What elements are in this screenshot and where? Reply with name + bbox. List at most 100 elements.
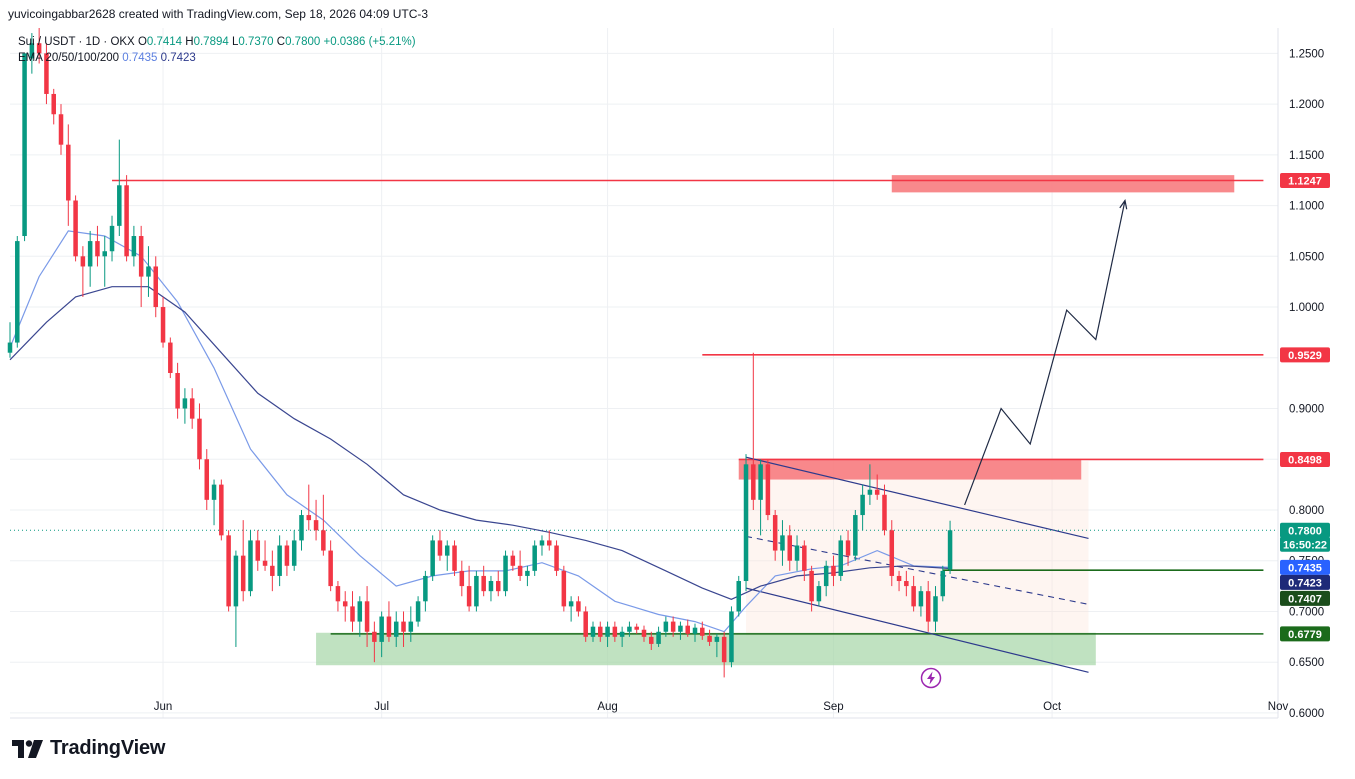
close-label: C bbox=[276, 36, 286, 48]
candle-body bbox=[474, 575, 479, 607]
price-label-bg bbox=[1280, 559, 1330, 575]
candle-body bbox=[721, 636, 727, 663]
candle-body bbox=[831, 565, 836, 576]
candle-body bbox=[255, 540, 261, 561]
high-label: H bbox=[185, 36, 194, 48]
candle-body bbox=[685, 625, 690, 634]
candle-body bbox=[816, 586, 822, 602]
y-tick-label: 1.2500 bbox=[1289, 48, 1324, 60]
candle-body bbox=[328, 550, 333, 587]
candle-body bbox=[853, 515, 858, 556]
ohlc-row: Sui / USDT · 1D · OKX O0.7414 H0.7894 L0… bbox=[18, 34, 416, 50]
candle-body bbox=[262, 560, 268, 566]
candle-body bbox=[335, 586, 341, 602]
low-value: 0.7370 bbox=[238, 36, 274, 48]
y-tick-label: 0.9000 bbox=[1289, 404, 1324, 416]
candle-body bbox=[743, 464, 749, 582]
candle-body bbox=[678, 625, 683, 632]
candle-body bbox=[342, 601, 348, 607]
candle-body bbox=[904, 581, 909, 587]
candle-body bbox=[372, 631, 377, 642]
candle-body bbox=[219, 484, 224, 536]
candle-body bbox=[656, 631, 661, 644]
symbol-label[interactable]: Sui / USDT · 1D · OKX bbox=[18, 36, 135, 48]
price-label-resistance: 1.1247 bbox=[1288, 176, 1322, 188]
candle-body bbox=[364, 601, 370, 632]
candle-body bbox=[933, 596, 938, 622]
tradingview-brand[interactable]: TradingView bbox=[12, 737, 165, 760]
candle-body bbox=[765, 464, 771, 516]
y-tick-label: 1.2000 bbox=[1289, 99, 1324, 111]
y-tick-label: 0.7000 bbox=[1289, 606, 1324, 618]
channel-bottom-line bbox=[745, 587, 1089, 673]
candle-body bbox=[313, 520, 319, 531]
support-zone bbox=[316, 632, 1096, 666]
candle-body bbox=[539, 540, 545, 546]
candle-body bbox=[36, 43, 42, 54]
y-tick-label: 0.8000 bbox=[1289, 505, 1324, 517]
price-label-resistance: 0.9529 bbox=[1288, 350, 1322, 362]
price-label-bg bbox=[1280, 536, 1330, 552]
projection-arrowhead bbox=[1119, 198, 1128, 210]
candle-body bbox=[233, 555, 239, 607]
candle-body bbox=[299, 515, 304, 541]
candle-body bbox=[590, 626, 596, 637]
price-label-support: 0.6779 bbox=[1288, 629, 1322, 641]
candle-body bbox=[393, 621, 399, 637]
high-value: 0.7894 bbox=[193, 36, 229, 48]
candle-body bbox=[430, 540, 435, 576]
price-label-countdown: 16:50:22 bbox=[1283, 539, 1327, 551]
candle-body bbox=[58, 114, 64, 145]
candle-body bbox=[918, 591, 924, 607]
candle-body bbox=[444, 545, 450, 556]
candle-body bbox=[44, 53, 49, 94]
y-tick-label: 1.1000 bbox=[1289, 201, 1324, 213]
x-tick-label: Jul bbox=[374, 701, 389, 713]
price-label-bg bbox=[1280, 173, 1330, 189]
candle-body bbox=[583, 611, 588, 637]
ema-label[interactable]: EMA 20/50/100/200 bbox=[18, 52, 120, 64]
brand-name: TradingView bbox=[50, 737, 166, 759]
tradingview-logo-icon bbox=[12, 739, 43, 758]
candle-body bbox=[452, 545, 457, 571]
candle-body bbox=[379, 616, 384, 642]
candle-body bbox=[87, 241, 93, 267]
candle-body bbox=[168, 342, 173, 373]
candle-body bbox=[15, 241, 20, 343]
candle-body bbox=[204, 459, 210, 500]
flash-alert-icon[interactable] bbox=[920, 667, 942, 689]
candle-body bbox=[925, 591, 931, 622]
ema-slow-line bbox=[9, 286, 951, 600]
candle-body bbox=[401, 621, 406, 632]
candle-body bbox=[437, 540, 443, 556]
candle-body bbox=[306, 515, 312, 521]
candle-body bbox=[466, 586, 472, 607]
projection-path bbox=[964, 200, 1126, 506]
candle-body bbox=[882, 494, 887, 531]
candle-body bbox=[423, 575, 428, 602]
candle-body bbox=[7, 342, 13, 353]
candle-body bbox=[627, 626, 632, 632]
candle-body bbox=[641, 629, 647, 637]
candle-body bbox=[226, 535, 231, 607]
candle-body bbox=[947, 530, 953, 570]
candle-body bbox=[700, 627, 705, 636]
candle-body bbox=[131, 236, 137, 257]
candle-body bbox=[845, 540, 851, 556]
price-label-last: 0.7800 bbox=[1288, 525, 1322, 537]
candle-body bbox=[554, 545, 559, 571]
x-tick-label: Nov bbox=[1268, 701, 1289, 713]
y-tick-label: 1.0000 bbox=[1289, 302, 1324, 314]
price-label-ema_fast: 0.7435 bbox=[1288, 562, 1322, 574]
candle-body bbox=[80, 256, 86, 267]
candle-body bbox=[649, 636, 654, 644]
close-value: 0.7800 bbox=[285, 36, 321, 48]
candle-body bbox=[481, 575, 486, 592]
candle-body bbox=[189, 398, 195, 419]
candle-body bbox=[940, 570, 946, 597]
candle-body bbox=[357, 601, 363, 622]
x-tick-label: Aug bbox=[597, 701, 617, 713]
candle-body bbox=[663, 621, 669, 632]
candle-body bbox=[772, 515, 778, 551]
